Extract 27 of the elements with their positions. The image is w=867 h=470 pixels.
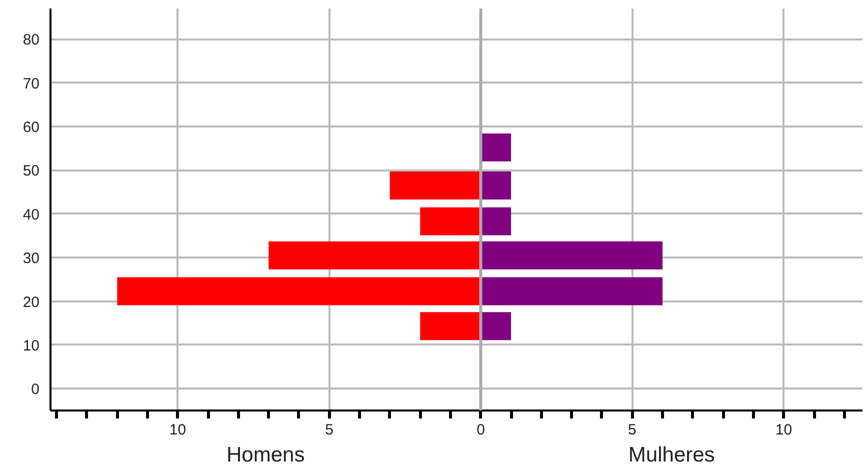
- x-tick-label: 0: [476, 422, 485, 438]
- bar: [420, 312, 481, 340]
- bar: [480, 133, 512, 162]
- bar: [117, 277, 481, 306]
- y-tick-label: 40: [22, 206, 40, 224]
- bar: [420, 207, 481, 236]
- bar: [268, 241, 481, 270]
- bar: [390, 171, 481, 200]
- y-tick-label: 10: [22, 337, 40, 354]
- x-tick-label: 5: [628, 422, 636, 438]
- bar: [480, 207, 512, 236]
- y-tick-label: 0: [31, 381, 40, 398]
- x-tick-label: 5: [325, 422, 334, 438]
- y-tick-label: 50: [22, 162, 40, 180]
- bar: [480, 277, 663, 306]
- bar: [480, 171, 512, 200]
- x-tick-label: 10: [169, 422, 186, 438]
- bar: [480, 312, 512, 340]
- y-tick-label: 60: [22, 118, 40, 136]
- y-tick-label: 70: [22, 75, 40, 92]
- y-tick-label: 20: [22, 294, 40, 311]
- x-tick-label: 10: [775, 422, 792, 438]
- y-tick-label: 30: [22, 250, 40, 268]
- text: Homens: [226, 444, 305, 466]
- y-tick-label: 80: [22, 32, 40, 49]
- text: Mulheres: [628, 444, 715, 466]
- bar: [480, 241, 663, 270]
